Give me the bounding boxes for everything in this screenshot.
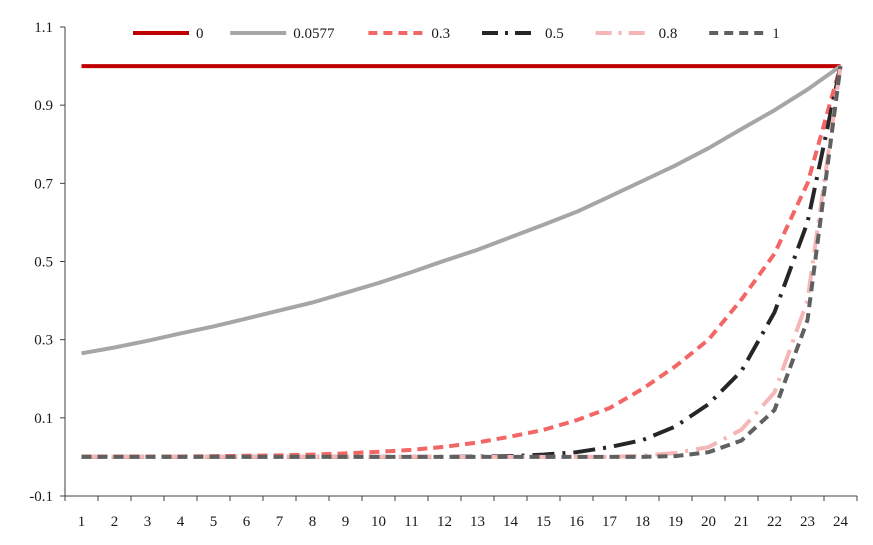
x-tick-label: 24: [833, 514, 849, 530]
legend-label: 1: [772, 26, 780, 42]
x-tick-label: 2: [111, 514, 119, 530]
y-tick-label: 0.3: [34, 333, 53, 349]
x-tick-label: 7: [276, 514, 284, 530]
x-tick-label: 4: [177, 514, 185, 530]
legend-label: 0: [196, 26, 204, 42]
x-tick-label: 20: [701, 514, 716, 530]
legend: 0 0.0577 0.3 0.5 0.8 1: [133, 26, 780, 42]
x-tick-label: 9: [342, 514, 350, 530]
x-tick-label: 10: [371, 514, 386, 530]
x-tick-label: 23: [800, 514, 815, 530]
legend-label: 0.5: [545, 26, 564, 42]
x-tick-label: 17: [602, 514, 618, 530]
x-tick-label: 13: [470, 514, 485, 530]
y-tick-label: -0.1: [29, 489, 53, 505]
x-tick-label: 1: [78, 514, 86, 530]
x-tick-label: 15: [536, 514, 551, 530]
x-tick-label: 6: [243, 514, 251, 530]
series-line-1: [82, 66, 841, 457]
x-tick-label: 8: [309, 514, 317, 530]
x-tick-label: 19: [668, 514, 683, 530]
x-tick-label: 12: [437, 514, 452, 530]
legend-label: 0.8: [659, 26, 678, 42]
series-line-0-0577: [82, 66, 841, 353]
x-tick-label: 16: [569, 514, 585, 530]
y-tick-label: 0.7: [34, 176, 53, 192]
legend-label: 0.0577: [293, 26, 335, 42]
x-tick-label: 11: [404, 514, 418, 530]
series-line-0-3: [82, 66, 841, 456]
x-tick-label: 3: [144, 514, 152, 530]
y-tick-label: 0.1: [34, 411, 53, 427]
x-tick-label: 14: [503, 514, 519, 530]
legend-label: 0.3: [431, 26, 450, 42]
x-tick-label: 22: [767, 514, 782, 530]
y-tick-label: 0.9: [34, 98, 53, 114]
series-line-0-8: [82, 66, 841, 457]
x-tick-label: 18: [635, 514, 650, 530]
y-tick-label: 1.1: [34, 20, 53, 36]
y-tick-label: 0.5: [34, 255, 53, 271]
axes: -0.10.10.30.50.70.91.11 2 3 4 5 6 7 8 9 10 11 12 13 1…: [29, 20, 857, 530]
series-line-0-5: [82, 66, 841, 457]
x-tick-label: 21: [734, 514, 749, 530]
x-tick-label: 5: [210, 514, 218, 530]
series-lines: [82, 66, 841, 457]
